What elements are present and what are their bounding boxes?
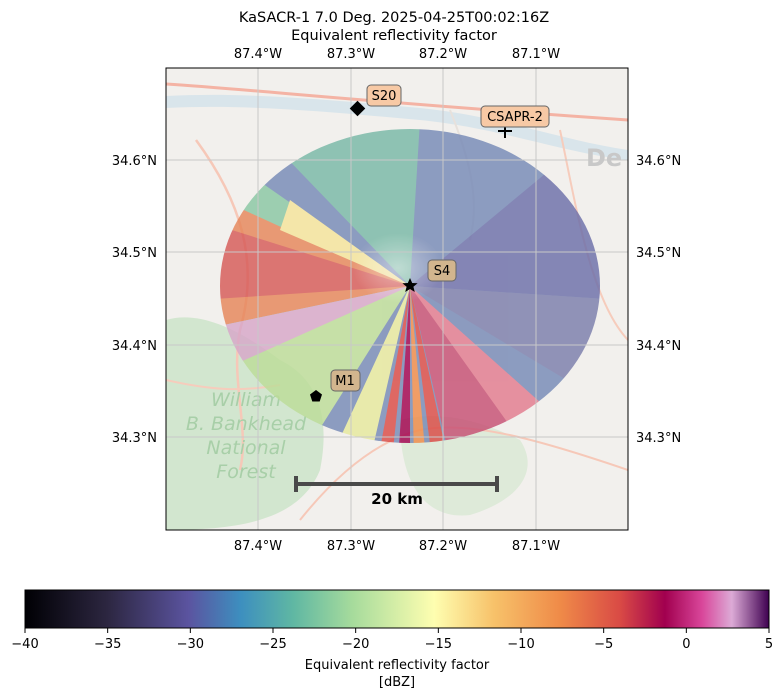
forest-label-line4: Forest [216, 461, 277, 483]
colorbar-tick-label: −20 [342, 637, 369, 652]
figure-title: KaSACR-1 7.0 Deg. 2025-04-25T00:02:16Z [239, 10, 549, 26]
field-center [353, 233, 443, 303]
site-s20: S20 [349, 84, 402, 117]
site-m1: M1 [310, 369, 361, 402]
lon-label-bottom: 87.4°W [234, 539, 282, 554]
lon-label-bottom: 87.1°W [512, 539, 560, 554]
scale-bar-label: 20 km [371, 490, 423, 508]
lat-label-left: 34.5°N [112, 246, 157, 261]
star-marker [402, 278, 418, 292]
town-label: De [586, 144, 622, 172]
site-label: M1 [335, 374, 355, 389]
colorbar-tick-label: −5 [594, 637, 613, 652]
site-label: S20 [372, 89, 397, 104]
lat-labels-right: 34.6°N 34.5°N 34.4°N 34.3°N [636, 154, 681, 446]
lat-label-right: 34.3°N [636, 431, 681, 446]
colorbar-tick-label: −30 [177, 637, 204, 652]
lat-label-right: 34.5°N [636, 246, 681, 261]
lat-label-right: 34.4°N [636, 339, 681, 354]
lat-label-left: 34.3°N [112, 431, 157, 446]
gridlines [166, 68, 628, 530]
site-s4: S4 [402, 259, 457, 292]
lon-label-top: 87.4°W [234, 47, 282, 62]
site-label: S4 [434, 264, 451, 279]
field-spoke-1 [378, 286, 410, 443]
lon-labels-bottom: 87.4°W 87.3°W 87.2°W 87.1°W [234, 539, 560, 554]
pentagon-marker [310, 390, 322, 402]
lat-labels-left: 34.6°N 34.5°N 34.4°N 34.3°N [112, 154, 157, 446]
colorbar-tick-label: −15 [425, 637, 452, 652]
lon-label-top: 87.2°W [419, 47, 467, 62]
colorbar [24, 589, 770, 629]
map-frame [165, 67, 629, 531]
lon-label-bottom: 87.2°W [419, 539, 467, 554]
colorbar-units: [dBZ] [379, 675, 415, 690]
colorbar-tick-label: −25 [259, 637, 286, 652]
colorbar-ticks: −40 −35 −30 −25 −20 −15 −10 −5 0 5 [11, 628, 773, 652]
site-label-box [427, 259, 457, 282]
forest-label: William B. Bankhead National Forest [186, 389, 307, 483]
figure-subtitle: Equivalent reflectivity factor [291, 28, 497, 44]
colorbar-tick-label: −35 [94, 637, 121, 652]
site-label-box [330, 369, 361, 392]
lon-label-bottom: 87.3°W [327, 539, 375, 554]
colorbar-label: Equivalent reflectivity factor [305, 658, 490, 673]
field-spoke-4 [410, 286, 448, 443]
site-label: CSAPR-2 [487, 110, 543, 125]
field-southwest-3 [330, 286, 410, 443]
colorbar-tick-label: 5 [765, 637, 773, 652]
site-label-box [366, 84, 402, 107]
field-spoke-3 [410, 286, 426, 443]
field-southeast-2 [410, 286, 560, 440]
map-panel: De William B. Bankhead National Forest [166, 68, 628, 530]
colorbar-tick-label: −40 [11, 637, 38, 652]
site-csapr2: CSAPR-2 [480, 105, 550, 138]
lon-label-top: 87.3°W [327, 47, 375, 62]
lat-label-right: 34.6°N [636, 154, 681, 169]
lon-labels-top: 87.4°W 87.3°W 87.2°W 87.1°W [234, 47, 560, 62]
site-label-box [480, 105, 550, 128]
lon-label-top: 87.1°W [512, 47, 560, 62]
colorbar-tick-label: 0 [682, 637, 690, 652]
lat-label-left: 34.6°N [112, 154, 157, 169]
river [166, 94, 628, 160]
forest-label-line2: B. Bankhead [186, 413, 307, 435]
forest-label-line1: William [211, 389, 281, 411]
colorbar-tick-label: −10 [507, 637, 534, 652]
field-east [410, 286, 600, 400]
forest-label-line3: National [206, 437, 286, 459]
scale-bar [294, 476, 499, 492]
field-spoke-2 [398, 286, 410, 443]
field-southwest-2 [220, 286, 410, 380]
lat-label-left: 34.4°N [112, 339, 157, 354]
